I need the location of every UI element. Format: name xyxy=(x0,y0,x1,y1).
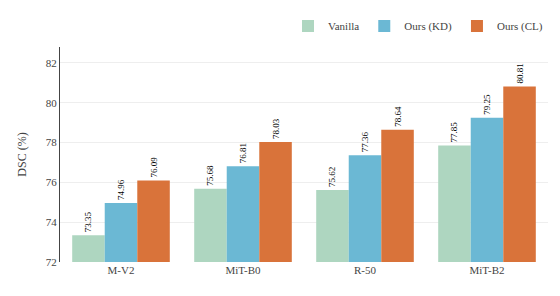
svg-text:75.62: 75.62 xyxy=(327,167,337,187)
svg-text:72: 72 xyxy=(46,256,57,268)
svg-text:76.09: 76.09 xyxy=(149,157,159,178)
svg-text:82: 82 xyxy=(46,57,57,69)
svg-text:Ours (KD): Ours (KD) xyxy=(404,20,452,33)
svg-text:MiT-B0: MiT-B0 xyxy=(225,264,261,276)
svg-text:78: 78 xyxy=(46,136,58,148)
svg-text:R-50: R-50 xyxy=(354,264,377,276)
svg-text:74.96: 74.96 xyxy=(116,179,126,200)
svg-text:Vanilla: Vanilla xyxy=(328,20,359,32)
svg-text:78.03: 78.03 xyxy=(271,118,281,139)
svg-text:77.85: 77.85 xyxy=(449,122,459,143)
svg-text:76.81: 76.81 xyxy=(238,143,248,163)
svg-text:78.64: 78.64 xyxy=(393,106,403,127)
svg-text:MiT-B2: MiT-B2 xyxy=(469,264,504,276)
svg-text:Ours (CL): Ours (CL) xyxy=(497,20,543,33)
svg-text:73.35: 73.35 xyxy=(83,211,93,232)
svg-text:DSC (%): DSC (%) xyxy=(15,132,29,176)
svg-text:76: 76 xyxy=(46,176,58,188)
svg-text:80.81: 80.81 xyxy=(515,63,525,83)
svg-text:80: 80 xyxy=(46,97,58,109)
svg-text:74: 74 xyxy=(46,216,58,228)
svg-text:77.36: 77.36 xyxy=(360,132,370,153)
svg-text:79.25: 79.25 xyxy=(482,94,492,115)
svg-text:M-V2: M-V2 xyxy=(108,264,135,276)
svg-text:75.68: 75.68 xyxy=(205,165,215,186)
